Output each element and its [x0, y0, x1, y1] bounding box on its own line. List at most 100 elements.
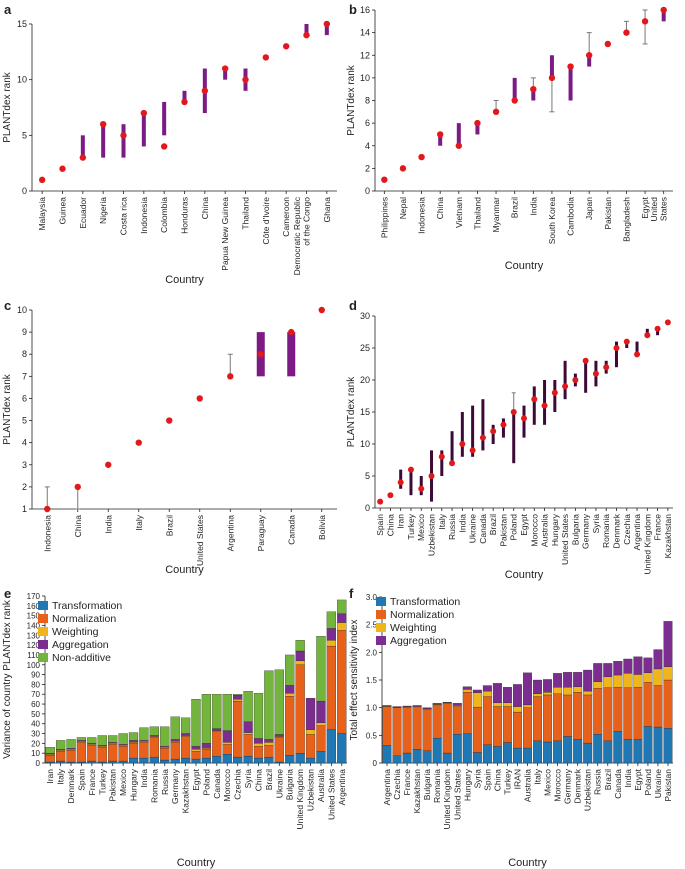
range-bar-turkey: [409, 469, 413, 496]
bar-segment-aggregation-syria: [243, 721, 253, 733]
bar-segment-aggregation-india: [623, 658, 633, 674]
range-bar-japan: [587, 55, 592, 67]
x-tick-label: Italy: [56, 768, 66, 784]
rank-point-denmark: [613, 345, 620, 351]
bar-segment-normalization-czechia: [392, 707, 402, 756]
rank-point-germany: [582, 357, 589, 364]
x-tick-label: Indonesia: [139, 197, 149, 234]
y-tick-label: 100: [27, 661, 41, 670]
rank-point-india: [459, 441, 466, 447]
rank-point-morocco: [531, 396, 538, 403]
y-tick-label: 30: [31, 730, 40, 739]
bar-segment-transformation-brazil: [264, 756, 274, 764]
x-tick-label: Australia: [523, 769, 533, 802]
x-tick-label: Nigeria: [98, 197, 108, 224]
y-tick-label: 80: [31, 680, 40, 689]
bar-segment-weighting-poland: [643, 672, 653, 683]
rank-point-malaysia: [38, 176, 46, 184]
rank-point-paraguay: [257, 351, 264, 358]
bar-segment-non-additive-ukraine: [274, 669, 284, 735]
x-tick-label: Brazil: [488, 514, 498, 535]
x-tick-label: China: [200, 197, 210, 219]
rank-point-pakistan: [604, 40, 612, 48]
bar-segment-transformation-egypt: [633, 739, 643, 764]
bar-segment-normalization-kazakhstan: [180, 736, 191, 759]
rank-point-bulgaria: [572, 377, 579, 383]
x-tick-label: Brazil: [264, 769, 274, 790]
x-tick-label: Colombia: [159, 197, 169, 233]
x-tick-label: Honduras: [180, 197, 190, 234]
x-tick-label: Czechia: [392, 769, 402, 800]
x-tick-label: Iran: [45, 769, 55, 784]
y-tick-label: 10: [17, 305, 27, 315]
x-tick-label: China: [385, 514, 395, 536]
panel-c-chart: 1 2 3 4 5 6 7 8 9 10 Country PLANTdex rank Indonesia…: [2, 305, 337, 576]
bar-segment-weighting-argentina: [337, 622, 347, 631]
rank-point-hungary: [551, 389, 558, 396]
bar-segment-aggregation-france: [402, 705, 412, 707]
rank-point-mexico: [418, 485, 425, 492]
y-tick-label: 15: [360, 407, 370, 417]
range-bar-ukraine: [471, 405, 475, 457]
panel-e-label: e: [4, 586, 11, 601]
bar-segment-aggregation-canada: [212, 728, 222, 731]
bar-segment-aggregation-australia: [523, 672, 532, 706]
x-tick-label: Indonesia: [42, 515, 52, 552]
y-axis-title: PLANTdex rank: [346, 64, 357, 136]
x-tick-label: United Kingdom: [295, 769, 305, 829]
x-tick-label: Denmark: [573, 768, 583, 803]
bar-segment-normalization-syria: [243, 734, 253, 757]
x-tick-label: Myanmar: [491, 197, 501, 233]
x-tick-label: Italy: [437, 513, 447, 529]
x-tick-label: Denmark: [66, 768, 76, 803]
x-tick-label: Turkey: [97, 768, 107, 794]
x-tick-label: Mexico: [118, 769, 128, 796]
bar-segment-weighting-turkey: [502, 702, 512, 707]
bar-segment-non-additive-romania: [149, 726, 159, 736]
bar-segment-aggregation-ukraine: [653, 649, 663, 670]
bar-segment-non-additive-pakistan: [108, 735, 118, 743]
rank-point-russia: [449, 460, 456, 467]
bar-segment-transformation-australia: [523, 747, 532, 764]
rank-point-guinea: [59, 165, 66, 172]
x-tick-label: Germany: [563, 768, 573, 804]
bar-segment-aggregation-united-states: [326, 628, 337, 641]
bar-segment-aggregation-uzbekistan: [583, 669, 593, 692]
bar-segment-weighting-india: [623, 673, 633, 688]
range-bar-papua-new-guinea: [223, 68, 228, 80]
bar-segment-weighting-australia: [523, 704, 532, 708]
panel-d-chart: 0 5 10 15 20 25 30 Country PLANTdex rank Spain Chi…: [346, 311, 673, 581]
legend: TransformationNormalizationWeightingAggr…: [38, 600, 122, 664]
x-tick-label: Romania: [432, 769, 442, 803]
x-tick-label: Côte d'Ivoire: [261, 197, 271, 245]
y-tick-label: 130: [27, 631, 41, 640]
y-tick-label: 5: [22, 416, 27, 426]
bar-segment-normalization-turkey: [97, 747, 107, 763]
bar-segment-normalization-mexico: [118, 746, 128, 762]
x-tick-label: Egypt: [640, 196, 650, 218]
x-tick-label: Ukraine: [653, 769, 663, 799]
bar-segment-aggregation-kazakhstan: [412, 705, 422, 707]
bar-segment-transformation-egypt: [191, 758, 201, 764]
range-bar-italy: [440, 450, 444, 476]
bar-segment-weighting-china: [253, 743, 264, 747]
bar-segment-weighting-denmark: [573, 686, 583, 693]
rank-point-bangladesh: [623, 29, 630, 36]
rank-point-spain: [377, 498, 384, 505]
rank-point-ukraine: [469, 447, 476, 454]
range-bar-denmark: [614, 341, 618, 368]
x-tick-label: Morocco: [529, 514, 539, 547]
bar-segment-normalization-poland: [643, 682, 653, 727]
bar-segment-normalization-united-states: [452, 706, 462, 735]
rank-point-cambodia: [567, 63, 574, 70]
x-tick-label: Syria: [472, 769, 482, 789]
x-tick-label: Argentina: [382, 769, 392, 806]
y-tick-label: 50: [31, 710, 40, 719]
y-tick-label: 8: [365, 96, 370, 106]
y-tick-label: 70: [31, 690, 40, 699]
bar-segment-normalization-brazil: [264, 745, 274, 758]
legend-swatch-normalization: [38, 614, 48, 623]
bar-segment-transformation-bulgaria: [422, 750, 432, 764]
rank-point-united-states: [196, 395, 203, 402]
range-bar-india: [460, 412, 464, 457]
